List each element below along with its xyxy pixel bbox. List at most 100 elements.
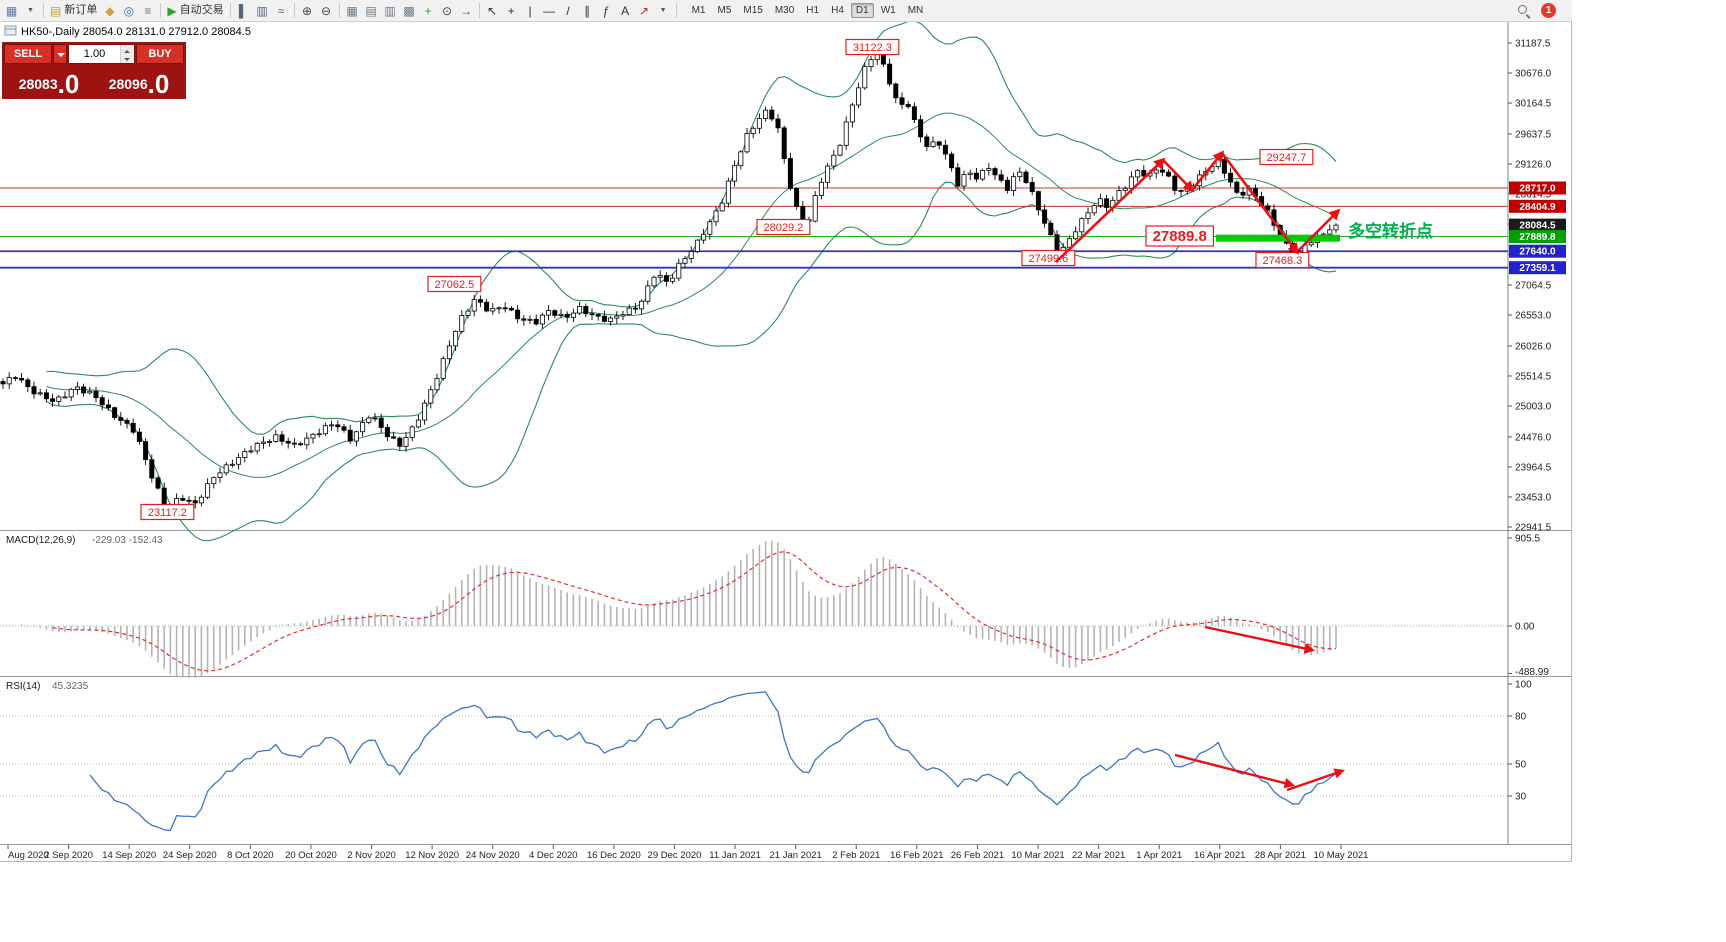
vertical-line-button[interactable]: | (521, 2, 540, 20)
trend-arrow[interactable] (1162, 159, 1195, 193)
timeframe-button-w1[interactable]: W1 (876, 3, 901, 18)
price-tick-label: 22941.5 (1515, 523, 1552, 534)
price-annotation-label: 27889.8 (1153, 228, 1207, 245)
date-label: 2 Nov 2020 (347, 850, 396, 861)
date-label: 26 Feb 2021 (951, 850, 1004, 861)
timeframe-button-h1[interactable]: H1 (801, 3, 824, 18)
chart-shift-button[interactable]: → (457, 2, 476, 20)
trendline-icon: / (566, 3, 570, 18)
cursor-button[interactable]: ↖ (483, 2, 502, 20)
arrow-objects-button[interactable]: ↗ (635, 2, 654, 20)
toolbar-button-label: 自动交易 (179, 4, 224, 16)
rsi-trend-arrow[interactable] (1286, 768, 1345, 792)
new-chart-button[interactable]: ▦ (2, 2, 21, 20)
alerts-button[interactable]: ≡ (138, 2, 157, 20)
macd-tick-label: 0.00 (1515, 622, 1535, 633)
cursor-icon: ↖ (487, 3, 498, 18)
price-annotation-box[interactable] (845, 38, 900, 56)
text-label-button[interactable]: A (616, 2, 635, 20)
date-label: 12 Nov 2020 (405, 850, 459, 861)
price-annotation-box[interactable] (756, 218, 811, 236)
buy-button[interactable]: BUY (136, 44, 184, 64)
search-icon[interactable] (1517, 4, 1531, 18)
price-annotation-box[interactable] (1021, 249, 1076, 267)
buy-price-main: 28096 (108, 76, 148, 92)
trend-arrow[interactable] (1220, 152, 1300, 255)
autotrading-icon: ▶ (167, 3, 177, 18)
tile-windows-button[interactable]: ▦ (343, 2, 362, 20)
tile-horizontal-button[interactable]: ▥ (381, 2, 400, 20)
volume-up-button[interactable] (121, 45, 134, 54)
date-label: 8 Oct 2020 (227, 850, 273, 861)
price-annotation-box[interactable] (1259, 148, 1314, 166)
trend-arrow[interactable] (1190, 150, 1225, 191)
trend-arrow[interactable] (1055, 157, 1166, 263)
date-label: 21 Jan 2021 (770, 850, 822, 861)
price-badge: 28717.0 (1519, 184, 1556, 195)
metaeditor-button[interactable]: ◆ (100, 2, 119, 20)
notification-badge[interactable]: 1 (1541, 3, 1556, 18)
timeframe-button-m5[interactable]: M5 (712, 3, 736, 18)
tile-vertical-button[interactable]: ▩ (400, 2, 419, 20)
zoom-out-icon: ⊖ (321, 3, 332, 18)
rsi-pane[interactable]: 100 80 50 30 RSI(14) 45.3235 (0, 680, 1532, 832)
chart-canvas[interactable]: 31122.3 29247.7 28029.2 27889.8 27499.6 27468… (0, 22, 1572, 862)
price-annotation-box[interactable] (140, 503, 195, 521)
price-annotation-box[interactable] (427, 275, 482, 293)
horizontal-line-button[interactable]: — (540, 2, 559, 20)
bar-chart-button[interactable]: ▌ (234, 2, 253, 20)
timeframe-button-m30[interactable]: M30 (770, 3, 799, 18)
timeframe-bar: M1 M5 M15 M30 H1 H4 D1 W1 MN (686, 3, 930, 18)
trendline-button[interactable]: / (559, 2, 578, 20)
candle-chart-button[interactable]: ▥ (253, 2, 272, 20)
trend-arrow[interactable] (1298, 208, 1341, 251)
crosshair-button[interactable]: + (502, 2, 521, 20)
zoom-in-button[interactable]: ⊕ (298, 2, 317, 20)
date-label: 10 Mar 2021 (1011, 850, 1064, 861)
date-label: 29 Dec 2020 (648, 850, 702, 861)
cascade-windows-button[interactable]: ▤ (362, 2, 381, 20)
timeframe-button-mn[interactable]: MN (903, 3, 929, 18)
alerts-icon: ≡ (144, 3, 152, 18)
autotrading-button[interactable]: ▶ 自动交易 (164, 2, 226, 20)
new-order-button[interactable]: ▤ 新订单 (47, 2, 100, 20)
market-depth-button[interactable]: ◎ (119, 2, 138, 20)
price-axis[interactable]: 31187.5 30676.0 30164.5 29637.5 29126.0 28614… (1508, 39, 1566, 534)
chart-dropdown[interactable]: ▼ (21, 2, 40, 20)
volume-input[interactable] (69, 45, 120, 63)
date-label: 22 Mar 2021 (1072, 850, 1125, 861)
chart-header: HK50-,Daily 28054.0 28131.0 27912.0 2808… (4, 25, 251, 38)
one-click-quotes: 28083.0 28096.0 (4, 64, 184, 97)
price-badge: 28404.9 (1519, 202, 1556, 213)
timeframe-button-m1[interactable]: M1 (687, 3, 711, 18)
sell-price[interactable]: 28083.0 (4, 64, 94, 97)
macd-values: -229.03 -152.43 (92, 535, 163, 546)
tile-windows-icon: ▦ (346, 3, 358, 18)
price-annotation-box[interactable] (1145, 225, 1215, 247)
clock-button[interactable]: ⊙ (438, 2, 457, 20)
price-annotation-box[interactable] (1255, 251, 1310, 269)
volume-down-button[interactable] (121, 54, 134, 63)
date-label: 16 Feb 2021 (890, 850, 943, 861)
timeframe-button-d1[interactable]: D1 (850, 3, 874, 18)
turning-point-note: 多空转折点 (1348, 221, 1433, 241)
volume-dropdown-button[interactable] (53, 44, 67, 64)
price-tick-label: 27064.5 (1515, 281, 1552, 292)
price-tick-label: 29126.0 (1515, 160, 1552, 171)
macd-pane[interactable]: 905.5 0.00 -488.99 MACD(12,26,9) -229.03 -15… (0, 534, 1549, 679)
timeframe-button-h4[interactable]: H4 (826, 3, 849, 18)
timeframe-button-m15[interactable]: M15 (738, 3, 767, 18)
rsi-trend-arrow[interactable] (1174, 753, 1296, 789)
macd-trend-arrow[interactable] (1204, 625, 1316, 654)
support-zone-highlight[interactable] (1216, 234, 1340, 242)
buy-price[interactable]: 28096.0 (94, 64, 184, 97)
line-chart-button[interactable]: ≈ (272, 2, 291, 20)
new-layout-button[interactable]: + (419, 2, 438, 20)
toolbar-separator (293, 3, 295, 18)
sell-button[interactable]: SELL (4, 44, 52, 64)
zoom-out-button[interactable]: ⊖ (317, 2, 336, 20)
fibonacci-button[interactable]: ƒ (597, 2, 616, 20)
channel-button[interactable]: ∥ (578, 2, 597, 20)
objects-dropdown[interactable]: ▼ (654, 2, 673, 20)
